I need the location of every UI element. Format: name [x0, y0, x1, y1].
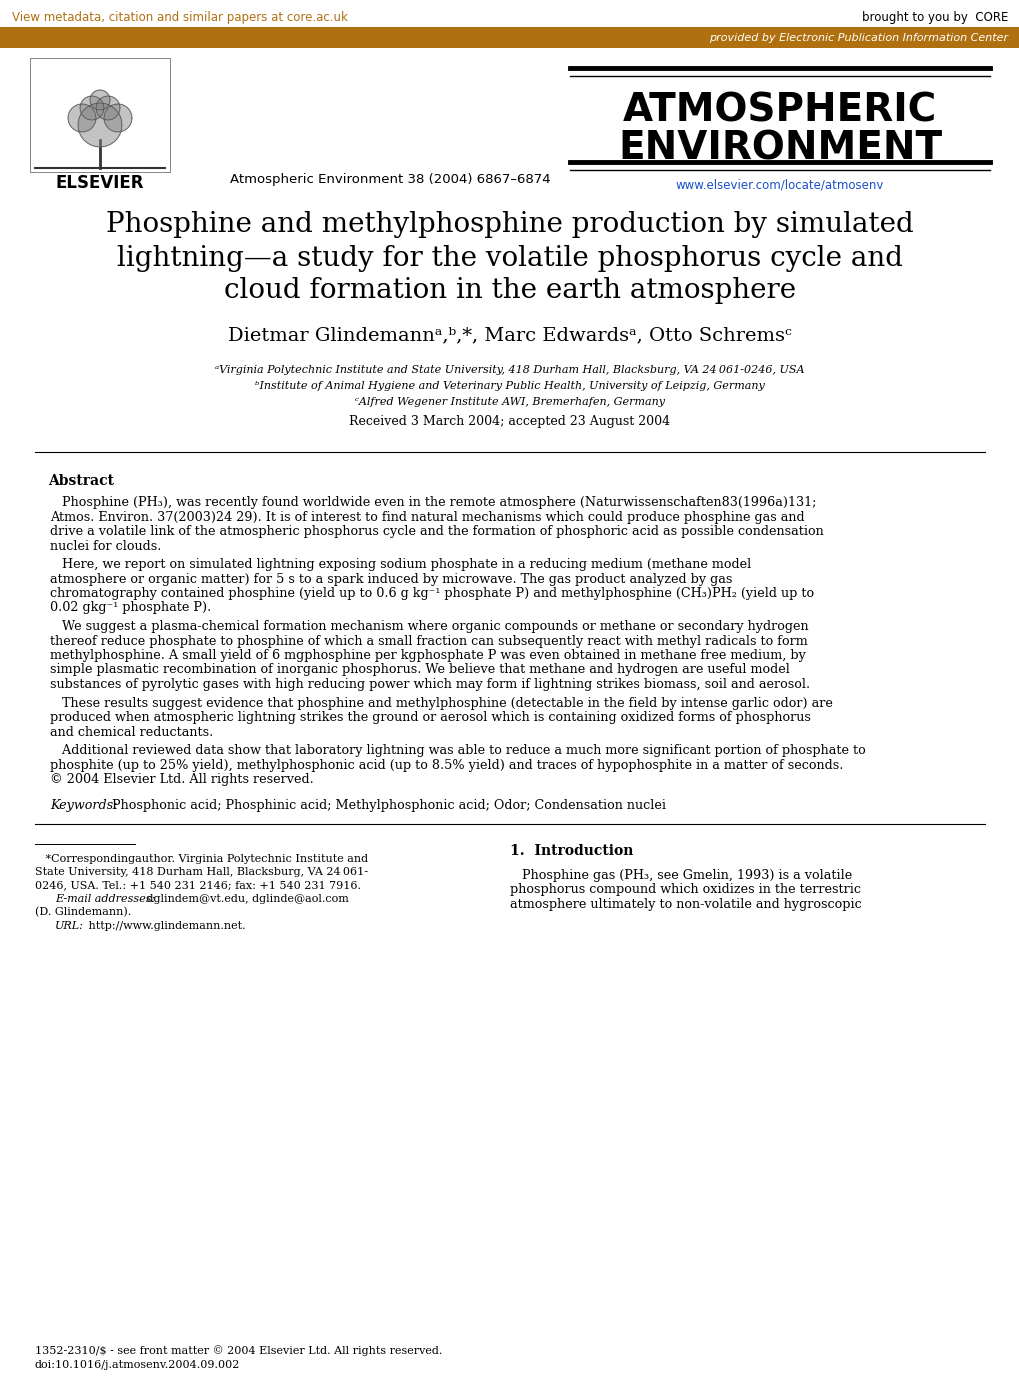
Text: 1.  Introduction: 1. Introduction: [510, 844, 633, 858]
Text: ᵃVirginia Polytechnic Institute and State University, 418 Durham Hall, Blacksbur: ᵃVirginia Polytechnic Institute and Stat…: [215, 364, 804, 376]
Text: Keywords:: Keywords:: [50, 800, 117, 812]
Text: http://www.glindemann.net.: http://www.glindemann.net.: [85, 921, 246, 931]
Text: Atmospheric Environment 38 (2004) 6867–6874: Atmospheric Environment 38 (2004) 6867–6…: [229, 174, 550, 186]
Text: doi:10.1016/j.atmosenv.2004.09.002: doi:10.1016/j.atmosenv.2004.09.002: [35, 1360, 240, 1370]
Bar: [30, 58, 170, 172]
Polygon shape: [104, 104, 131, 132]
Text: *Correspondingauthor. Virginia Polytechnic Institute and: *Correspondingauthor. Virginia Polytechn…: [35, 854, 368, 864]
Text: © 2004 Elsevier Ltd. All rights reserved.: © 2004 Elsevier Ltd. All rights reserved…: [50, 773, 314, 786]
Text: Dietmar Glindemannᵃ,ᵇ,*, Marc Edwardsᵃ, Otto Schremsᶜ: Dietmar Glindemannᵃ,ᵇ,*, Marc Edwardsᵃ, …: [228, 325, 791, 344]
Text: E-mail addresses:: E-mail addresses:: [55, 894, 155, 904]
Bar: [0, 26, 1019, 49]
Text: drive a volatile link of the atmospheric phosphorus cycle and the formation of p: drive a volatile link of the atmospheric…: [50, 524, 823, 538]
Text: methylphosphine. A small yield of 6 mgphosphine per kgphosphate P was even obtai: methylphosphine. A small yield of 6 mgph…: [50, 650, 805, 662]
Text: atmosphere ultimately to non-volatile and hygroscopic: atmosphere ultimately to non-volatile an…: [510, 899, 861, 911]
Text: These results suggest evidence that phosphine and methylphosphine (detectable in: These results suggest evidence that phos…: [50, 697, 833, 709]
Text: We suggest a plasma-chemical formation mechanism where organic compounds or meth: We suggest a plasma-chemical formation m…: [50, 620, 808, 633]
Text: provided by Electronic Publication Information Center: provided by Electronic Publication Infor…: [708, 33, 1007, 43]
Polygon shape: [96, 96, 120, 120]
Text: Additional reviewed data show that laboratory lightning was able to reduce a muc: Additional reviewed data show that labor…: [50, 744, 865, 757]
Text: www.elsevier.com/locate/atmosenv: www.elsevier.com/locate/atmosenv: [676, 178, 883, 192]
Text: URL:: URL:: [55, 921, 84, 931]
Text: phosphite (up to 25% yield), methylphosphonic acid (up to 8.5% yield) and traces: phosphite (up to 25% yield), methylphosp…: [50, 758, 843, 772]
Text: cloud formation in the earth atmosphere: cloud formation in the earth atmosphere: [224, 277, 795, 305]
Text: Phosphine (PH₃), was recently found worldwide even in the remote atmosphere (Nat: Phosphine (PH₃), was recently found worl…: [50, 497, 815, 509]
Text: Phosphine gas (PH₃, see Gmelin, 1993) is a volatile: Phosphine gas (PH₃, see Gmelin, 1993) is…: [510, 869, 852, 882]
Polygon shape: [68, 104, 96, 132]
Text: simple plasmatic recombination of inorganic phosphorus. We believe that methane : simple plasmatic recombination of inorga…: [50, 664, 789, 676]
Text: (D. Glindemann).: (D. Glindemann).: [35, 907, 131, 917]
Polygon shape: [78, 103, 122, 147]
Text: thereof reduce phosphate to phosphine of which a small fraction can subsequently: thereof reduce phosphate to phosphine of…: [50, 634, 807, 647]
Text: Received 3 March 2004; accepted 23 August 2004: Received 3 March 2004; accepted 23 Augus…: [350, 416, 669, 428]
Text: nuclei for clouds.: nuclei for clouds.: [50, 540, 161, 552]
Text: ELSEVIER: ELSEVIER: [56, 174, 144, 192]
Text: chromatography contained phosphine (yield up to 0.6 g kg⁻¹ phosphate P) and meth: chromatography contained phosphine (yiel…: [50, 587, 813, 600]
Text: produced when atmospheric lightning strikes the ground or aerosol which is conta: produced when atmospheric lightning stri…: [50, 711, 810, 723]
Text: ENVIRONMENT: ENVIRONMENT: [618, 129, 942, 167]
Text: ATMOSPHERIC: ATMOSPHERIC: [623, 90, 936, 129]
Text: ᵇInstitute of Animal Hygiene and Veterinary Public Health, University of Leipzig: ᵇInstitute of Animal Hygiene and Veterin…: [255, 381, 764, 391]
Text: ᶜAlfred Wegener Institute AWI, Bremerhafen, Germany: ᶜAlfred Wegener Institute AWI, Bremerhaf…: [355, 396, 664, 408]
Text: lightning—a study for the volatile phosphorus cycle and: lightning—a study for the volatile phosp…: [117, 245, 902, 271]
Text: Phosphonic acid; Phosphinic acid; Methylphosphonic acid; Odor; Condensation nucl: Phosphonic acid; Phosphinic acid; Methyl…: [108, 800, 665, 812]
Text: Phosphine and methylphosphine production by simulated: Phosphine and methylphosphine production…: [106, 211, 913, 238]
Polygon shape: [81, 96, 104, 120]
Text: Atmos. Environ. 37(2003)24 29). It is of interest to find natural mechanisms whi: Atmos. Environ. 37(2003)24 29). It is of…: [50, 510, 804, 523]
Text: 1352-2310/$ - see front matter © 2004 Elsevier Ltd. All rights reserved.: 1352-2310/$ - see front matter © 2004 El…: [35, 1345, 442, 1356]
Text: atmosphere or organic matter) for 5 s to a spark induced by microwave. The gas p: atmosphere or organic matter) for 5 s to…: [50, 573, 732, 586]
Text: brought to you by  CORE: brought to you by CORE: [861, 11, 1007, 25]
Text: 0.02 gkg⁻¹ phosphate P).: 0.02 gkg⁻¹ phosphate P).: [50, 601, 211, 615]
Text: and chemical reductants.: and chemical reductants.: [50, 726, 213, 739]
Text: State University, 418 Durham Hall, Blacksburg, VA 24 061-: State University, 418 Durham Hall, Black…: [35, 867, 368, 876]
Text: View metadata, citation and similar papers at core.ac.uk: View metadata, citation and similar pape…: [12, 11, 347, 25]
Text: phosphorus compound which oxidizes in the terrestric: phosphorus compound which oxidizes in th…: [510, 883, 860, 897]
Text: dglindem@vt.edu, dglinde@aol.com: dglindem@vt.edu, dglinde@aol.com: [143, 894, 348, 904]
Text: Here, we report on simulated lightning exposing sodium phosphate in a reducing m: Here, we report on simulated lightning e…: [50, 558, 751, 570]
Text: 0246, USA. Tel.: +1 540 231 2146; fax: +1 540 231 7916.: 0246, USA. Tel.: +1 540 231 2146; fax: +…: [35, 881, 361, 890]
Polygon shape: [90, 90, 110, 110]
Text: substances of pyrolytic gases with high reducing power which may form if lightni: substances of pyrolytic gases with high …: [50, 677, 809, 691]
Text: Abstract: Abstract: [48, 474, 114, 488]
